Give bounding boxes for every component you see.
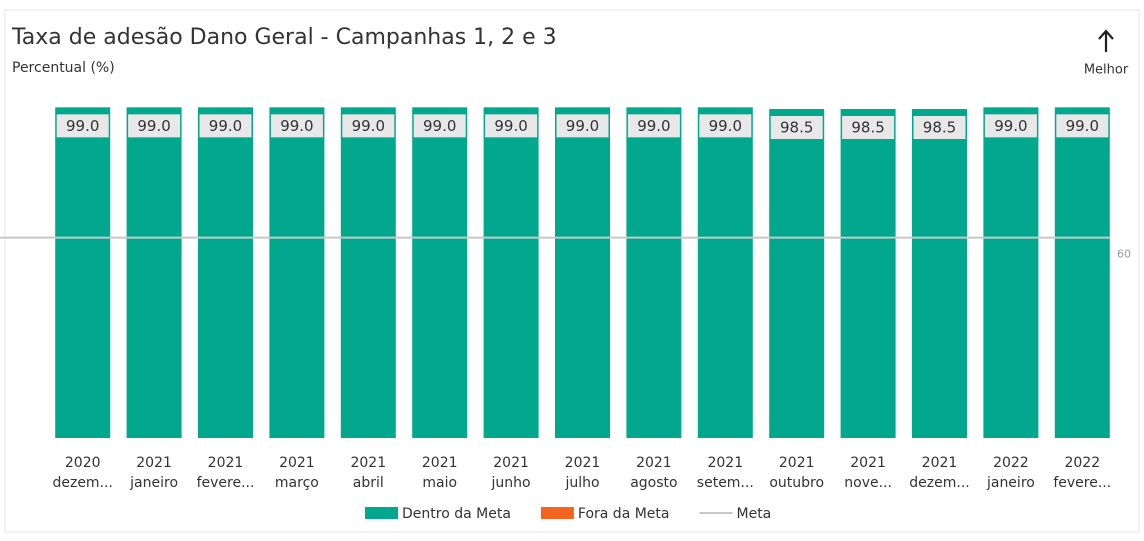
x-tick-label: setem...	[697, 475, 754, 491]
x-tick-label: 2020	[65, 455, 101, 471]
annotation: Melhor	[1084, 63, 1129, 78]
x-tick-label: janeiro	[986, 475, 1035, 491]
x-tick-label: 2021	[279, 455, 315, 471]
value-label: 98.5	[923, 119, 956, 137]
x-tick-label: agosto	[630, 475, 677, 491]
value-label: 99.0	[637, 117, 670, 135]
x-tick-label: 2021	[493, 455, 529, 471]
value-label: 99.0	[280, 117, 313, 135]
bar	[983, 107, 1039, 438]
legend-label: Dentro da Meta	[402, 506, 511, 522]
x-tick-label: março	[275, 475, 319, 491]
value-label: 99.0	[66, 117, 99, 135]
value-label-bg	[270, 114, 323, 138]
x-tick-label: abril	[353, 475, 384, 491]
target-label: 60	[1117, 248, 1131, 261]
value-label-bg	[199, 114, 252, 138]
x-tick-label: 2021	[636, 455, 672, 471]
bar	[269, 107, 325, 438]
x-tick-label: 2022	[1064, 455, 1100, 471]
x-tick-label: 2021	[707, 455, 743, 471]
arrow-icon	[1098, 29, 1114, 52]
x-tick-label: 2021	[922, 455, 958, 471]
x-tick-label: 2021	[350, 455, 386, 471]
value-label: 99.0	[494, 117, 527, 135]
value-label-bg	[413, 114, 466, 138]
bar	[55, 107, 111, 438]
x-tick-label: fevere...	[197, 475, 255, 491]
x-tick-label: junho	[491, 475, 531, 491]
x-tick-label: 2022	[993, 455, 1029, 471]
x-tick-label: 2021	[208, 455, 244, 471]
value-label: 99.0	[994, 117, 1027, 135]
bar	[1054, 107, 1110, 438]
value-label-bg	[770, 116, 823, 140]
value-label-bg	[984, 114, 1037, 138]
x-tick-label: 2021	[422, 455, 458, 471]
legend-swatch	[540, 507, 574, 519]
x-tick-label: julho	[564, 475, 599, 491]
x-tick-label: dezem...	[52, 475, 112, 491]
x-tick-label: dezem...	[909, 475, 969, 491]
x-tick-label: 2021	[136, 455, 172, 471]
value-label-bg	[56, 114, 109, 138]
value-label-bg	[342, 114, 395, 138]
value-label: 98.5	[780, 119, 813, 137]
value-label: 99.0	[137, 117, 170, 135]
value-label-bg	[913, 116, 966, 140]
chart-title: Taxa de adesão Dano Geral - Campanhas 1,…	[11, 25, 557, 50]
legend-swatch	[365, 507, 398, 519]
bar	[340, 107, 396, 438]
value-label-bg	[699, 114, 752, 138]
value-label-bg	[485, 114, 538, 138]
bar	[626, 107, 682, 438]
value-label-bg	[128, 114, 181, 138]
bar	[412, 107, 468, 438]
bar	[126, 107, 182, 438]
x-tick-label: fevere...	[1053, 475, 1111, 491]
legend-label: Meta	[737, 506, 772, 522]
bar	[912, 109, 967, 438]
x-tick-label: 2021	[779, 455, 815, 471]
value-label: 99.0	[566, 117, 599, 135]
bar	[697, 107, 753, 438]
value-label-bg	[1056, 114, 1109, 138]
bar	[483, 107, 539, 438]
value-label: 98.5	[851, 119, 884, 137]
value-label-bg	[556, 114, 609, 138]
value-label: 99.0	[1066, 117, 1099, 135]
legend-label: Fora da Meta	[578, 506, 670, 522]
value-label-bg	[842, 116, 895, 140]
bar	[769, 109, 825, 438]
x-tick-label: 2021	[565, 455, 601, 471]
bar	[555, 107, 610, 438]
x-tick-label: janeiro	[129, 475, 178, 491]
x-tick-label: maio	[422, 475, 457, 491]
bar	[198, 107, 253, 438]
chart-subtitle: Percentual (%)	[12, 60, 115, 76]
value-label-bg	[627, 114, 680, 138]
value-label: 99.0	[352, 117, 385, 135]
value-label: 99.0	[709, 117, 742, 135]
x-tick-label: outubro	[769, 475, 824, 491]
bar	[840, 109, 896, 438]
x-tick-label: 2021	[850, 455, 886, 471]
value-label: 99.0	[423, 117, 456, 135]
value-label: 99.0	[209, 117, 242, 135]
x-tick-label: nove...	[844, 475, 892, 491]
